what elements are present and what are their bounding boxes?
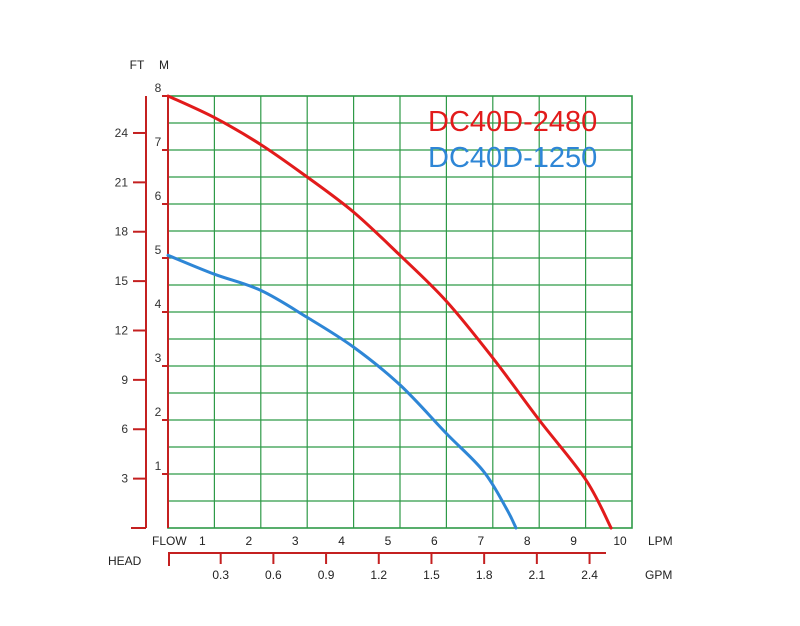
legend: DC40D-2480 DC40D-1250 (428, 106, 597, 174)
gpm-tick-label: 0.6 (265, 568, 282, 582)
metre-tick-label: 4 (155, 297, 162, 311)
gpm-unit-label: GPM (645, 568, 672, 582)
gpm-tick-label: 0.9 (318, 568, 335, 582)
lpm-unit-label: LPM (648, 534, 673, 548)
feet-tick-label: 12 (115, 323, 129, 337)
metre-tick-label: 1 (155, 459, 162, 473)
legend-entry-dc40d-1250: DC40D-1250 (428, 142, 597, 174)
head-axis-name: HEAD (108, 554, 142, 568)
lpm-tick-label: 6 (431, 534, 438, 548)
gpm-tick-label: 1.8 (476, 568, 493, 582)
series-line-dc40d-1250 (166, 253, 518, 530)
lpm-tick-label: 2 (245, 534, 252, 548)
feet-tick-label: 18 (115, 225, 129, 239)
feet-tick-label: 3 (121, 472, 128, 486)
metre-unit-label: M (159, 58, 169, 72)
gpm-tick-label: 1.2 (370, 568, 387, 582)
metre-tick-label: 5 (155, 243, 162, 257)
series-line-dc40d-2480 (166, 94, 613, 530)
lpm-tick-label: 3 (292, 534, 299, 548)
gpm-tick-label: 2.1 (529, 568, 546, 582)
gpm-tick-label: 2.4 (581, 568, 598, 582)
lpm-tick-label: 10 (613, 534, 627, 548)
metre-tick-label: 3 (155, 351, 162, 365)
lpm-tick-label: 5 (385, 534, 392, 548)
grid (167, 95, 633, 529)
feet-tick-label: 9 (121, 373, 128, 387)
feet-tick-label: 6 (121, 422, 128, 436)
lpm-tick-label: 4 (338, 534, 345, 548)
feet-tick-label: 24 (115, 126, 129, 140)
metre-tick-label: 7 (155, 135, 162, 149)
lpm-tick-label: 9 (570, 534, 577, 548)
lpm-tick-label: 8 (524, 534, 531, 548)
metre-tick-label: 8 (155, 81, 162, 95)
feet-tick-label: 15 (115, 274, 129, 288)
series-lines (166, 94, 613, 530)
metre-tick-label: 2 (155, 405, 162, 419)
gpm-tick-label: 0.3 (212, 568, 229, 582)
feet-tick-label: 21 (115, 175, 129, 189)
lpm-tick-label: 7 (477, 534, 484, 548)
lpm-tick-label: 1 (199, 534, 206, 548)
flow-axis-name: FLOW (152, 534, 187, 548)
legend-entry-dc40d-2480: DC40D-2480 (428, 106, 597, 138)
metre-tick-label: 6 (155, 189, 162, 203)
gpm-tick-label: 1.5 (423, 568, 440, 582)
feet-unit-label: FT (130, 58, 145, 72)
